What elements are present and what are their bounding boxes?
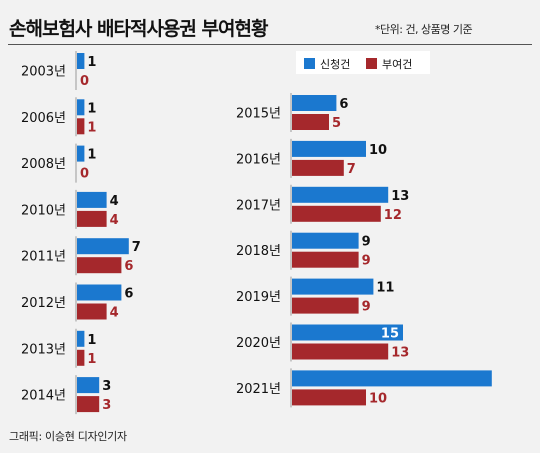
value-label-granted: 3 [102, 398, 111, 413]
category-label: 2019년 [236, 290, 281, 305]
bar-granted [77, 210, 107, 227]
value-label-applied: 1 [87, 101, 96, 116]
bar-applied [77, 145, 85, 162]
bar-applied [77, 284, 122, 301]
bar-applied [292, 95, 337, 111]
value-label-granted: 0 [80, 167, 89, 182]
bar-applied [292, 370, 492, 387]
value-label-granted: 1 [87, 120, 96, 135]
value-label-applied: 6 [124, 287, 133, 302]
value-label-applied: 3 [102, 379, 111, 394]
value-label-applied: 15 [381, 327, 399, 342]
legend: 신청건 부여건 [296, 51, 430, 74]
value-label-granted: 1 [87, 352, 96, 367]
bar-applied [77, 330, 85, 347]
credit-text: 그래픽: 이승현 디자인기자 [9, 430, 127, 443]
bar-granted [77, 118, 85, 135]
bar-applied [77, 99, 85, 116]
value-label-granted: 4 [110, 213, 119, 228]
value-label-granted: 0 [80, 74, 89, 89]
value-label-applied: 9 [362, 235, 371, 250]
category-label: 2006년 [21, 111, 66, 126]
category-label: 2020년 [236, 336, 281, 351]
value-label-applied: 6 [339, 97, 348, 112]
bar-applied [292, 186, 389, 203]
bar-applied [292, 278, 374, 295]
value-label-granted: 13 [391, 346, 409, 361]
bar-granted [292, 343, 389, 360]
value-label-applied: 1 [87, 55, 96, 70]
category-label: 2021년 [236, 382, 281, 397]
value-label-applied: 10 [369, 143, 387, 158]
bar-granted [292, 205, 381, 222]
category-label: 2012년 [21, 296, 66, 311]
bar-applied [77, 377, 100, 394]
category-label: 2016년 [236, 152, 281, 167]
legend-label-granted: 부여건 [382, 58, 413, 71]
value-label-applied: 1 [87, 148, 96, 163]
value-label-applied: 11 [376, 281, 394, 296]
legend-label-applied: 신청건 [320, 58, 351, 71]
bar-applied [292, 324, 403, 341]
category-label: 2011년 [21, 250, 66, 265]
category-label: 2013년 [21, 342, 66, 357]
bar-applied [292, 140, 366, 157]
bar-granted [292, 389, 366, 406]
bar-granted [292, 114, 329, 130]
value-label-applied: 1 [87, 333, 96, 348]
value-label-granted: 9 [362, 300, 371, 315]
value-label-granted: 12 [384, 208, 402, 223]
value-label-applied: 13 [391, 189, 409, 204]
category-label: 2018년 [236, 244, 281, 259]
chart-title: 손해보험사 배타적사용권 부여현황 [9, 18, 268, 40]
category-label: 2017년 [236, 198, 281, 213]
category-label: 2003년 [21, 65, 66, 80]
bar-applied [292, 232, 359, 249]
category-label: 2015년 [236, 107, 281, 122]
value-label-applied: 7 [132, 240, 141, 255]
category-label: 2014년 [21, 389, 66, 404]
value-label-granted: 10 [369, 391, 387, 406]
bar-granted [77, 349, 85, 366]
category-label: 2010년 [21, 203, 66, 218]
bar-granted [77, 396, 100, 413]
value-label-granted: 9 [362, 254, 371, 269]
title-divider [8, 44, 532, 45]
bar-granted [77, 303, 107, 320]
bar-granted [292, 297, 359, 314]
value-label-applied: 4 [110, 194, 119, 209]
bar-applied [77, 53, 85, 69]
value-label-granted: 5 [332, 116, 341, 131]
value-label-granted: 6 [124, 259, 133, 274]
value-label-granted: 7 [347, 162, 356, 177]
value-label-granted: 4 [110, 306, 119, 321]
bar-granted [77, 257, 122, 274]
bar-applied [77, 238, 129, 255]
bar-applied [77, 191, 107, 208]
legend-swatch-applied [304, 58, 315, 69]
bar-granted [292, 251, 359, 268]
legend-swatch-granted [366, 58, 377, 69]
bar-granted [292, 159, 344, 176]
unit-note: *단위: 건, 상품명 기준 [375, 23, 473, 36]
category-label: 2008년 [21, 157, 66, 172]
